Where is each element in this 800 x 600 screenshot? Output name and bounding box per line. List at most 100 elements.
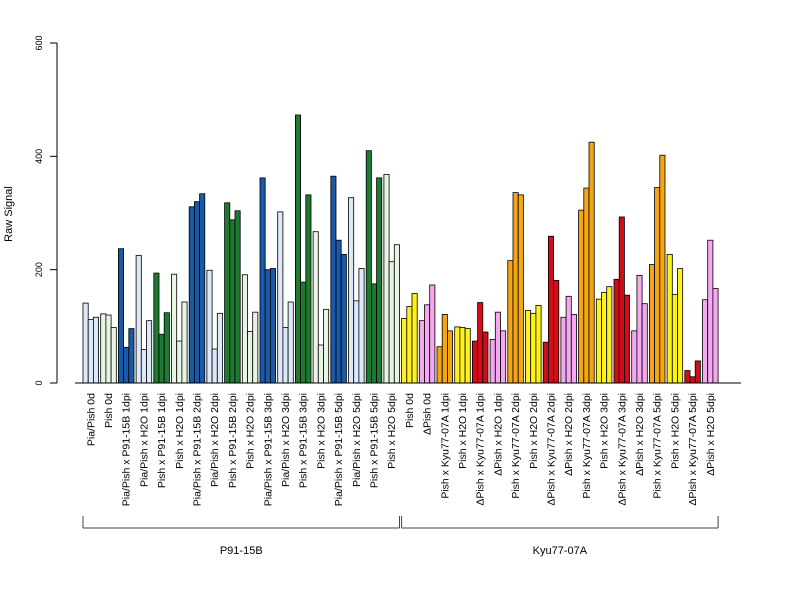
- bar: [570, 314, 577, 384]
- y-tick-label: 200: [34, 262, 44, 277]
- bar: [565, 295, 572, 384]
- bar: [282, 327, 289, 384]
- x-tick-label: Pia/Pish x H2O 5dpi: [351, 393, 363, 487]
- bar: [330, 175, 337, 384]
- x-tick-label: Pish x Kyu77-07A 2dpi: [510, 393, 522, 499]
- bar: [583, 187, 590, 384]
- x-tick-label: Pia/Pish x H2O 2dpi: [209, 393, 221, 487]
- bar: [406, 306, 413, 384]
- bar: [158, 333, 165, 384]
- bar: [689, 376, 696, 384]
- x-tick-label: Pish x H2O 5dpi: [386, 393, 398, 469]
- bar: [512, 192, 519, 384]
- bar: [553, 280, 560, 384]
- y-axis: 0 200 400 600: [34, 35, 58, 386]
- bar: [525, 310, 532, 384]
- bar: [181, 301, 188, 384]
- bar: [671, 294, 678, 384]
- bar: [123, 346, 130, 384]
- bar: [128, 328, 135, 384]
- bar: [163, 312, 170, 384]
- bar: [441, 314, 448, 384]
- x-tick-label: ΔPish x H2O 2dpi: [563, 393, 575, 476]
- bar: [93, 316, 100, 384]
- bar: [631, 330, 638, 384]
- bar: [694, 360, 701, 384]
- bar: [358, 268, 365, 384]
- bar: [317, 344, 324, 384]
- bar: [100, 313, 107, 384]
- bar: [542, 341, 549, 384]
- bar: [613, 278, 620, 384]
- bar: [370, 283, 377, 384]
- bar: [199, 193, 206, 384]
- bar: [87, 319, 94, 384]
- x-tick-label: Pish x P91-15B 2dpi: [227, 393, 239, 488]
- bar: [446, 330, 453, 384]
- x-tick-label: Pish x H2O 3dpi: [315, 393, 327, 469]
- x-tick-label: ΔPish x H2O 3dpi: [634, 393, 646, 476]
- bar: [105, 314, 112, 384]
- x-tick-label: Pish x H2O 2dpi: [245, 393, 257, 469]
- bar: [211, 348, 218, 384]
- bar: [153, 272, 160, 384]
- bar: [454, 326, 461, 384]
- bar: [666, 253, 673, 384]
- x-tick-label: Pish x H2O 3dpi: [599, 393, 611, 469]
- bar: [287, 301, 294, 384]
- x-tick-label: Pish x H2O 2dpi: [528, 393, 540, 469]
- y-tick-label: 400: [34, 149, 44, 164]
- bar: [677, 268, 684, 384]
- bar: [649, 264, 656, 384]
- bar: [560, 316, 567, 384]
- bar: [171, 273, 178, 384]
- bar: [388, 261, 395, 384]
- bar: [659, 154, 666, 384]
- x-tick-label: Pish x P91-15B 5dpi: [369, 393, 381, 488]
- x-tick-label: Pish x H2O 1dpi: [174, 393, 186, 469]
- bar: [477, 302, 484, 384]
- x-tick-label: ΔPish x H2O 5dpi: [705, 393, 717, 476]
- bar: [241, 274, 248, 384]
- x-tick-labels: Pia/Pish 0d Pish 0d Pia/Pish x P91-15B 1dp…: [85, 393, 717, 506]
- bar: [578, 209, 585, 384]
- bar: [530, 312, 537, 384]
- x-tick-label: Pish x Kyu77-07A 5dpi: [652, 393, 664, 499]
- bar: [494, 311, 501, 384]
- x-tick-label: ΔPish x Kyu77-07A 1dpi: [475, 393, 487, 506]
- bar: [300, 281, 307, 384]
- y-tick-label: 600: [34, 35, 44, 50]
- x-tick-label: Pish x Kyu77-07A 3dpi: [581, 393, 593, 499]
- bar: [702, 299, 709, 384]
- x-tick-label: Pish x H2O 1dpi: [457, 393, 469, 469]
- bar: [383, 174, 390, 384]
- bar: [269, 268, 276, 384]
- bar: [459, 327, 466, 384]
- bar: [305, 194, 312, 384]
- bar: [624, 294, 631, 384]
- x-tick-label: ΔPish x Kyu77-07A 3dpi: [616, 393, 628, 506]
- bar: [247, 331, 254, 384]
- bar: [312, 231, 319, 384]
- group-brackets: P91-15B Kyu77-07A: [82, 516, 719, 557]
- x-tick-label: Pia/Pish x P91-15B 2dpi: [192, 393, 204, 506]
- x-tick-label: Pish x Kyu77-07A 1dpi: [439, 393, 451, 499]
- bar: [229, 219, 236, 384]
- bar: [429, 284, 436, 384]
- bar: [401, 317, 408, 384]
- x-tick-label: ΔPish x Kyu77-07A 2dpi: [546, 393, 558, 506]
- bar: [234, 210, 241, 384]
- bar: [188, 206, 195, 384]
- bar: [517, 194, 524, 384]
- bar: [135, 255, 142, 384]
- bar: [507, 260, 514, 384]
- bar: [294, 114, 301, 384]
- y-tick-label: 0: [34, 380, 44, 385]
- bar: [264, 269, 271, 384]
- bar: [224, 202, 231, 384]
- bar: [535, 304, 542, 384]
- x-tick-label: Pia/Pish x P91-15B 1dpi: [121, 393, 133, 506]
- bar: [618, 216, 625, 384]
- bar: [641, 303, 648, 384]
- y-axis-label: Raw Signal: [3, 186, 15, 242]
